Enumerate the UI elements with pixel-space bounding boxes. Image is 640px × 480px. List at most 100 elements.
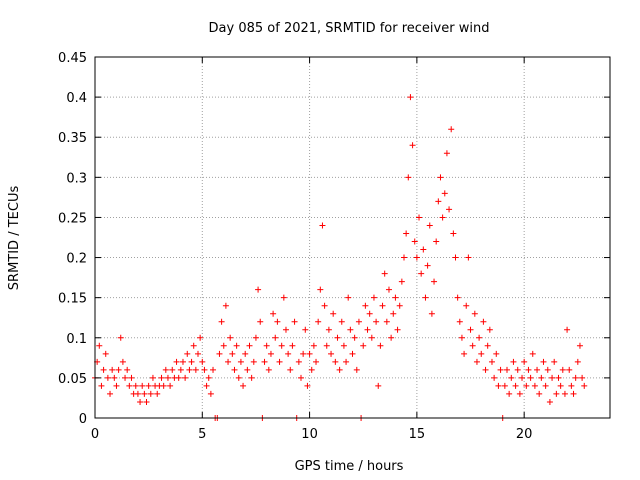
data-point: [175, 374, 182, 381]
data-point: [551, 358, 558, 365]
data-point: [306, 350, 313, 357]
data-point: [448, 126, 455, 133]
data-point: [452, 254, 459, 261]
data-point: [418, 270, 425, 277]
data-point: [383, 318, 390, 325]
data-point: [132, 382, 139, 389]
data-point: [336, 366, 343, 373]
data-point: [160, 382, 167, 389]
y-tick-label: 0.1: [66, 332, 87, 347]
data-point: [325, 326, 332, 333]
data-point: [102, 350, 109, 357]
data-point: [300, 350, 307, 357]
data-point: [328, 350, 335, 357]
data-point: [497, 366, 504, 373]
data-point: [555, 374, 562, 381]
data-point: [574, 358, 581, 365]
data-point: [282, 326, 289, 333]
data-point: [205, 374, 212, 381]
data-point: [514, 366, 521, 373]
data-point: [349, 350, 356, 357]
data-point: [310, 342, 317, 349]
data-point: [484, 342, 491, 349]
data-point: [521, 358, 528, 365]
data-point: [195, 350, 201, 357]
data-point: [315, 318, 322, 325]
data-point: [280, 294, 287, 301]
data-point: [579, 374, 586, 381]
data-point: [516, 390, 523, 397]
data-point: [549, 374, 556, 381]
grid-lines: [95, 57, 610, 418]
data-point: [255, 286, 262, 293]
data-point: [184, 350, 191, 357]
data-point: [398, 278, 405, 285]
data-point: [242, 350, 249, 357]
data-point: [405, 174, 412, 181]
y-tick-label: 0.35: [58, 131, 87, 146]
data-point: [158, 374, 165, 381]
data-point: [197, 334, 204, 341]
data-point: [263, 342, 270, 349]
data-point: [244, 366, 251, 373]
data-point: [308, 366, 315, 373]
data-point: [519, 374, 526, 381]
x-axis-label: GPS time / hours: [295, 459, 404, 474]
data-point: [203, 382, 210, 389]
data-point: [355, 318, 362, 325]
data-point: [207, 390, 214, 397]
data-point: [338, 318, 345, 325]
data-point: [111, 374, 118, 381]
data-point: [162, 366, 169, 373]
data-point: [304, 382, 311, 389]
data-point: [390, 310, 397, 317]
data-point: [435, 198, 442, 205]
data-point: [289, 342, 296, 349]
y-tick-label: 0.4: [66, 91, 87, 106]
axis-ticks: 0 0.05 0.1 0.15 0.2 0.25 0.3 0.35 0.4 0.45 0 5 10 15 2…: [58, 51, 610, 442]
data-point: [227, 334, 234, 341]
data-point: [173, 358, 180, 365]
data-point: [278, 342, 285, 349]
y-tick-label: 0: [79, 412, 87, 427]
data-point: [478, 350, 485, 357]
x-tick-label: 0: [91, 427, 99, 442]
data-point: [128, 374, 135, 381]
data-point: [119, 358, 126, 365]
x-tick-label: 20: [516, 427, 533, 442]
data-point: [201, 366, 208, 373]
data-point: [233, 342, 240, 349]
data-point: [252, 334, 259, 341]
data-point: [225, 358, 232, 365]
data-point: [265, 366, 272, 373]
data-point: [480, 318, 487, 325]
data-point: [149, 374, 156, 381]
data-point: [272, 334, 279, 341]
data-point: [295, 358, 302, 365]
data-point: [411, 238, 418, 245]
data-point: [422, 294, 429, 301]
data-point: [576, 342, 583, 349]
data-point: [568, 382, 575, 389]
data-point: [154, 390, 161, 397]
data-point: [416, 214, 423, 221]
data-point: [486, 326, 493, 333]
data-point: [370, 294, 377, 301]
data-point: [454, 294, 461, 301]
data-point: [510, 358, 517, 365]
data-point: [471, 310, 478, 317]
data-point: [229, 350, 236, 357]
data-point: [351, 334, 358, 341]
data-point: [139, 382, 146, 389]
data-point: [561, 390, 568, 397]
data-point: [188, 358, 195, 365]
data-point: [458, 334, 465, 341]
data-point: [96, 342, 103, 349]
data-point: [332, 358, 339, 365]
data-point: [117, 334, 124, 341]
data-point: [456, 318, 463, 325]
data-point: [287, 366, 294, 373]
data-point: [375, 382, 382, 389]
y-axis-label: SRMTID / TECUs: [7, 186, 22, 291]
data-point: [261, 358, 268, 365]
